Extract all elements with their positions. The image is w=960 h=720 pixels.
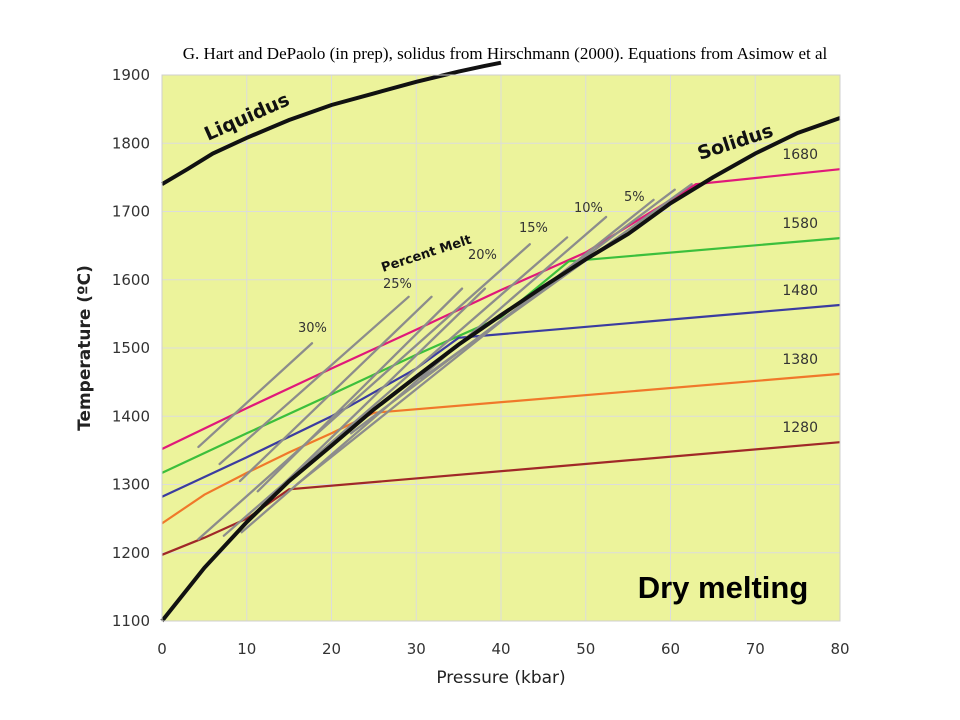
percent-melt-line-7 [222,236,569,537]
y-tick-label-1600: 1600 [112,271,150,289]
series-line-1480 [161,303,841,498]
percent-melt-line-9 [295,198,655,486]
series-label-1680: 1680 [782,147,818,163]
x-axis-title: Pressure (kbar) [436,668,565,688]
liquidus-curve [160,60,502,186]
x-tick-label-10: 10 [237,640,256,658]
x-tick-label-30: 30 [407,640,426,658]
axis-ticks: 0 10 20 30 40 50 60 70 80 1100 1200 1300 1400 1500 160… [112,66,850,658]
chart-title: Dry melting [638,570,809,605]
series-label-1480: 1480 [782,283,818,299]
percent-melt-value-10: 5% [624,190,645,205]
percent-melt-line-2 [218,295,410,466]
plot-frame [161,74,841,622]
percent-melt-line-6 [197,243,531,541]
percent-melt-value-8: 10% [574,201,603,216]
percent-melt-lines [197,183,693,541]
solidus-curve [160,116,841,623]
y-tick-label-1700: 1700 [112,203,150,221]
y-tick-label-1300: 1300 [112,476,150,494]
percent-melt-value-2: 25% [383,277,412,292]
series-line-1380 [161,372,841,525]
x-tick-label-0: 0 [157,640,167,658]
x-tick-label-60: 60 [661,640,680,658]
series-label-1580: 1580 [782,216,818,232]
y-tick-label-1500: 1500 [112,339,150,357]
y-tick-label-1400: 1400 [112,407,150,425]
phase-boundaries [160,60,841,623]
series-label-1380: 1380 [782,352,818,368]
x-tick-label-20: 20 [322,640,341,658]
percent-melt-line-3 [238,295,433,483]
y-tick-label-1100: 1100 [112,612,150,630]
y-tick-label-1900: 1900 [112,66,150,84]
x-tick-label-70: 70 [746,640,765,658]
figure-caption: G. Hart and DePaolo (in prep), solidus f… [182,44,828,63]
x-tick-label-50: 50 [576,640,595,658]
percent-melt-value-4: 20% [468,248,497,263]
y-tick-label-1800: 1800 [112,134,150,152]
percent-melt-value-1: 30% [298,321,327,336]
series-line-1280 [161,441,841,556]
percent-melt-line-1 [197,342,314,449]
y-axis-title: Temperature (ºC) [75,265,95,431]
x-tick-label-80: 80 [830,640,849,658]
x-tick-label-40: 40 [491,640,510,658]
percent-melt-value-6: 15% [519,221,548,236]
percent-melt-line-11 [420,183,693,380]
y-tick-label-1200: 1200 [112,544,150,562]
series-label-1280: 1280 [782,420,818,436]
